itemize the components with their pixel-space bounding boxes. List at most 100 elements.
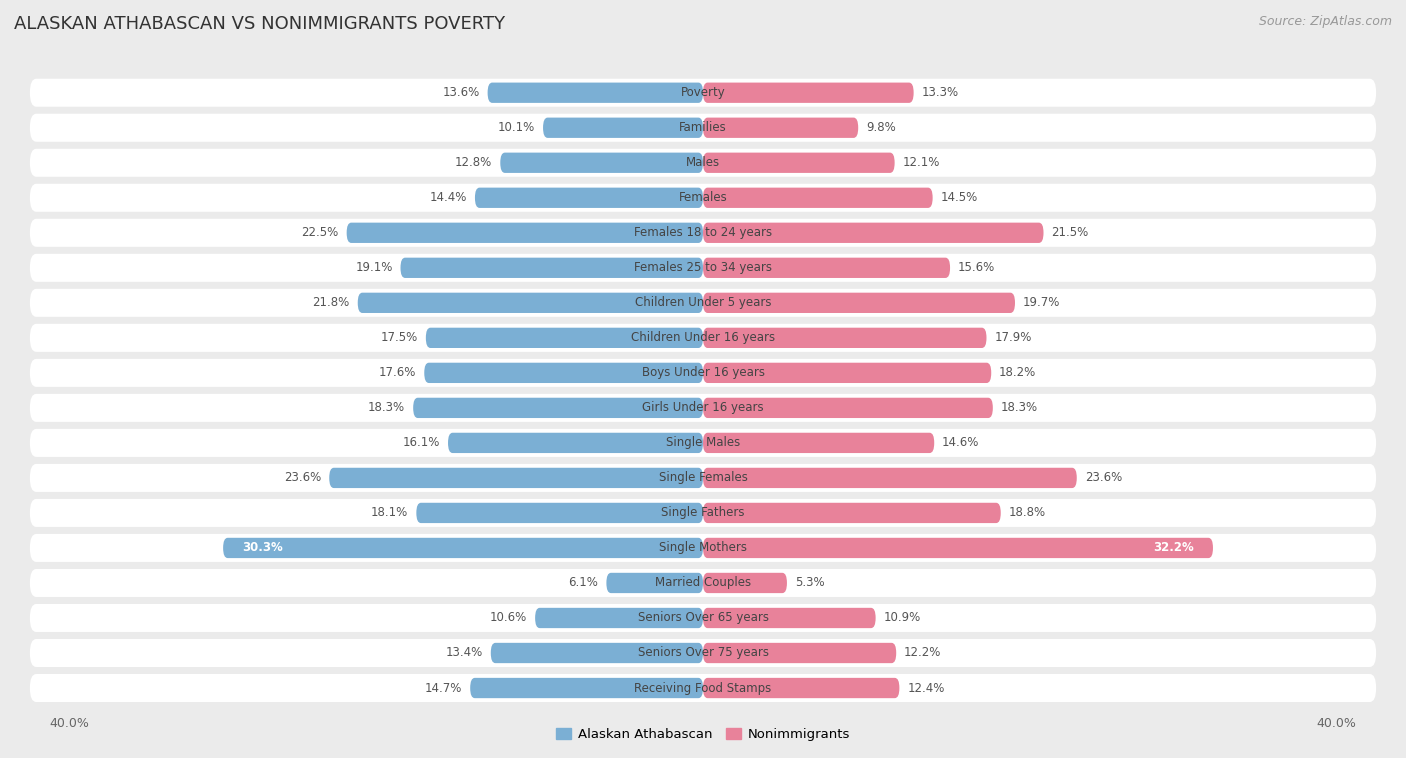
Text: 12.2%: 12.2% [904,647,942,659]
FancyBboxPatch shape [703,433,934,453]
FancyBboxPatch shape [703,503,1001,523]
FancyBboxPatch shape [30,674,1376,702]
Text: 14.4%: 14.4% [430,191,467,204]
Text: 21.5%: 21.5% [1052,227,1088,240]
Text: 21.8%: 21.8% [312,296,350,309]
Text: Males: Males [686,156,720,169]
Text: 18.1%: 18.1% [371,506,408,519]
FancyBboxPatch shape [30,534,1376,562]
Text: 22.5%: 22.5% [301,227,339,240]
FancyBboxPatch shape [413,398,703,418]
FancyBboxPatch shape [491,643,703,663]
Text: Single Fathers: Single Fathers [661,506,745,519]
Text: 18.8%: 18.8% [1008,506,1046,519]
FancyBboxPatch shape [449,433,703,453]
FancyBboxPatch shape [425,363,703,383]
Text: 19.7%: 19.7% [1024,296,1060,309]
Text: 5.3%: 5.3% [794,577,824,590]
Text: 17.5%: 17.5% [381,331,418,344]
Text: 19.1%: 19.1% [356,262,392,274]
Text: 18.2%: 18.2% [1000,366,1036,379]
FancyBboxPatch shape [703,327,987,348]
Text: 12.4%: 12.4% [907,681,945,694]
Text: 32.2%: 32.2% [1153,541,1194,554]
Text: 12.1%: 12.1% [903,156,941,169]
FancyBboxPatch shape [329,468,703,488]
Text: Boys Under 16 years: Boys Under 16 years [641,366,765,379]
FancyBboxPatch shape [703,643,896,663]
Text: Children Under 16 years: Children Under 16 years [631,331,775,344]
FancyBboxPatch shape [30,569,1376,597]
FancyBboxPatch shape [416,503,703,523]
Text: Single Mothers: Single Mothers [659,541,747,554]
FancyBboxPatch shape [703,537,1213,558]
FancyBboxPatch shape [30,149,1376,177]
Text: 13.4%: 13.4% [446,647,482,659]
Legend: Alaskan Athabascan, Nonimmigrants: Alaskan Athabascan, Nonimmigrants [555,728,851,741]
FancyBboxPatch shape [703,258,950,278]
FancyBboxPatch shape [347,223,703,243]
Text: 23.6%: 23.6% [284,471,322,484]
Text: 15.6%: 15.6% [957,262,995,274]
Text: ALASKAN ATHABASCAN VS NONIMMIGRANTS POVERTY: ALASKAN ATHABASCAN VS NONIMMIGRANTS POVE… [14,15,505,33]
FancyBboxPatch shape [703,608,876,628]
FancyBboxPatch shape [30,289,1376,317]
Text: 13.3%: 13.3% [921,86,959,99]
FancyBboxPatch shape [703,468,1077,488]
Text: 23.6%: 23.6% [1084,471,1122,484]
Text: Females: Females [679,191,727,204]
FancyBboxPatch shape [30,499,1376,527]
Text: Families: Families [679,121,727,134]
FancyBboxPatch shape [703,188,932,208]
Text: 10.9%: 10.9% [883,612,921,625]
FancyBboxPatch shape [703,117,858,138]
FancyBboxPatch shape [703,83,914,103]
FancyBboxPatch shape [30,394,1376,422]
FancyBboxPatch shape [703,293,1015,313]
Text: 30.3%: 30.3% [242,541,283,554]
FancyBboxPatch shape [30,219,1376,247]
FancyBboxPatch shape [536,608,703,628]
Text: Seniors Over 75 years: Seniors Over 75 years [637,647,769,659]
Text: Females 25 to 34 years: Females 25 to 34 years [634,262,772,274]
Text: Single Females: Single Females [658,471,748,484]
FancyBboxPatch shape [30,429,1376,457]
Text: Seniors Over 65 years: Seniors Over 65 years [637,612,769,625]
Text: 9.8%: 9.8% [866,121,896,134]
FancyBboxPatch shape [703,152,894,173]
Text: 14.6%: 14.6% [942,437,980,449]
FancyBboxPatch shape [470,678,703,698]
FancyBboxPatch shape [488,83,703,103]
FancyBboxPatch shape [501,152,703,173]
Text: Girls Under 16 years: Girls Under 16 years [643,402,763,415]
Text: Single Males: Single Males [666,437,740,449]
FancyBboxPatch shape [426,327,703,348]
Text: 16.1%: 16.1% [402,437,440,449]
Text: 10.6%: 10.6% [489,612,527,625]
FancyBboxPatch shape [30,639,1376,667]
FancyBboxPatch shape [703,363,991,383]
Text: Poverty: Poverty [681,86,725,99]
FancyBboxPatch shape [703,398,993,418]
FancyBboxPatch shape [543,117,703,138]
FancyBboxPatch shape [606,573,703,593]
Text: 14.7%: 14.7% [425,681,463,694]
FancyBboxPatch shape [357,293,703,313]
Text: 13.6%: 13.6% [443,86,479,99]
Text: 14.5%: 14.5% [941,191,977,204]
FancyBboxPatch shape [30,114,1376,142]
Text: Source: ZipAtlas.com: Source: ZipAtlas.com [1258,15,1392,28]
Text: 17.9%: 17.9% [994,331,1032,344]
FancyBboxPatch shape [30,604,1376,632]
Text: Children Under 5 years: Children Under 5 years [634,296,772,309]
FancyBboxPatch shape [30,254,1376,282]
Text: 17.6%: 17.6% [380,366,416,379]
FancyBboxPatch shape [224,537,703,558]
FancyBboxPatch shape [30,359,1376,387]
FancyBboxPatch shape [401,258,703,278]
Text: Females 18 to 24 years: Females 18 to 24 years [634,227,772,240]
Text: 18.3%: 18.3% [1001,402,1038,415]
FancyBboxPatch shape [703,678,900,698]
FancyBboxPatch shape [475,188,703,208]
FancyBboxPatch shape [703,573,787,593]
